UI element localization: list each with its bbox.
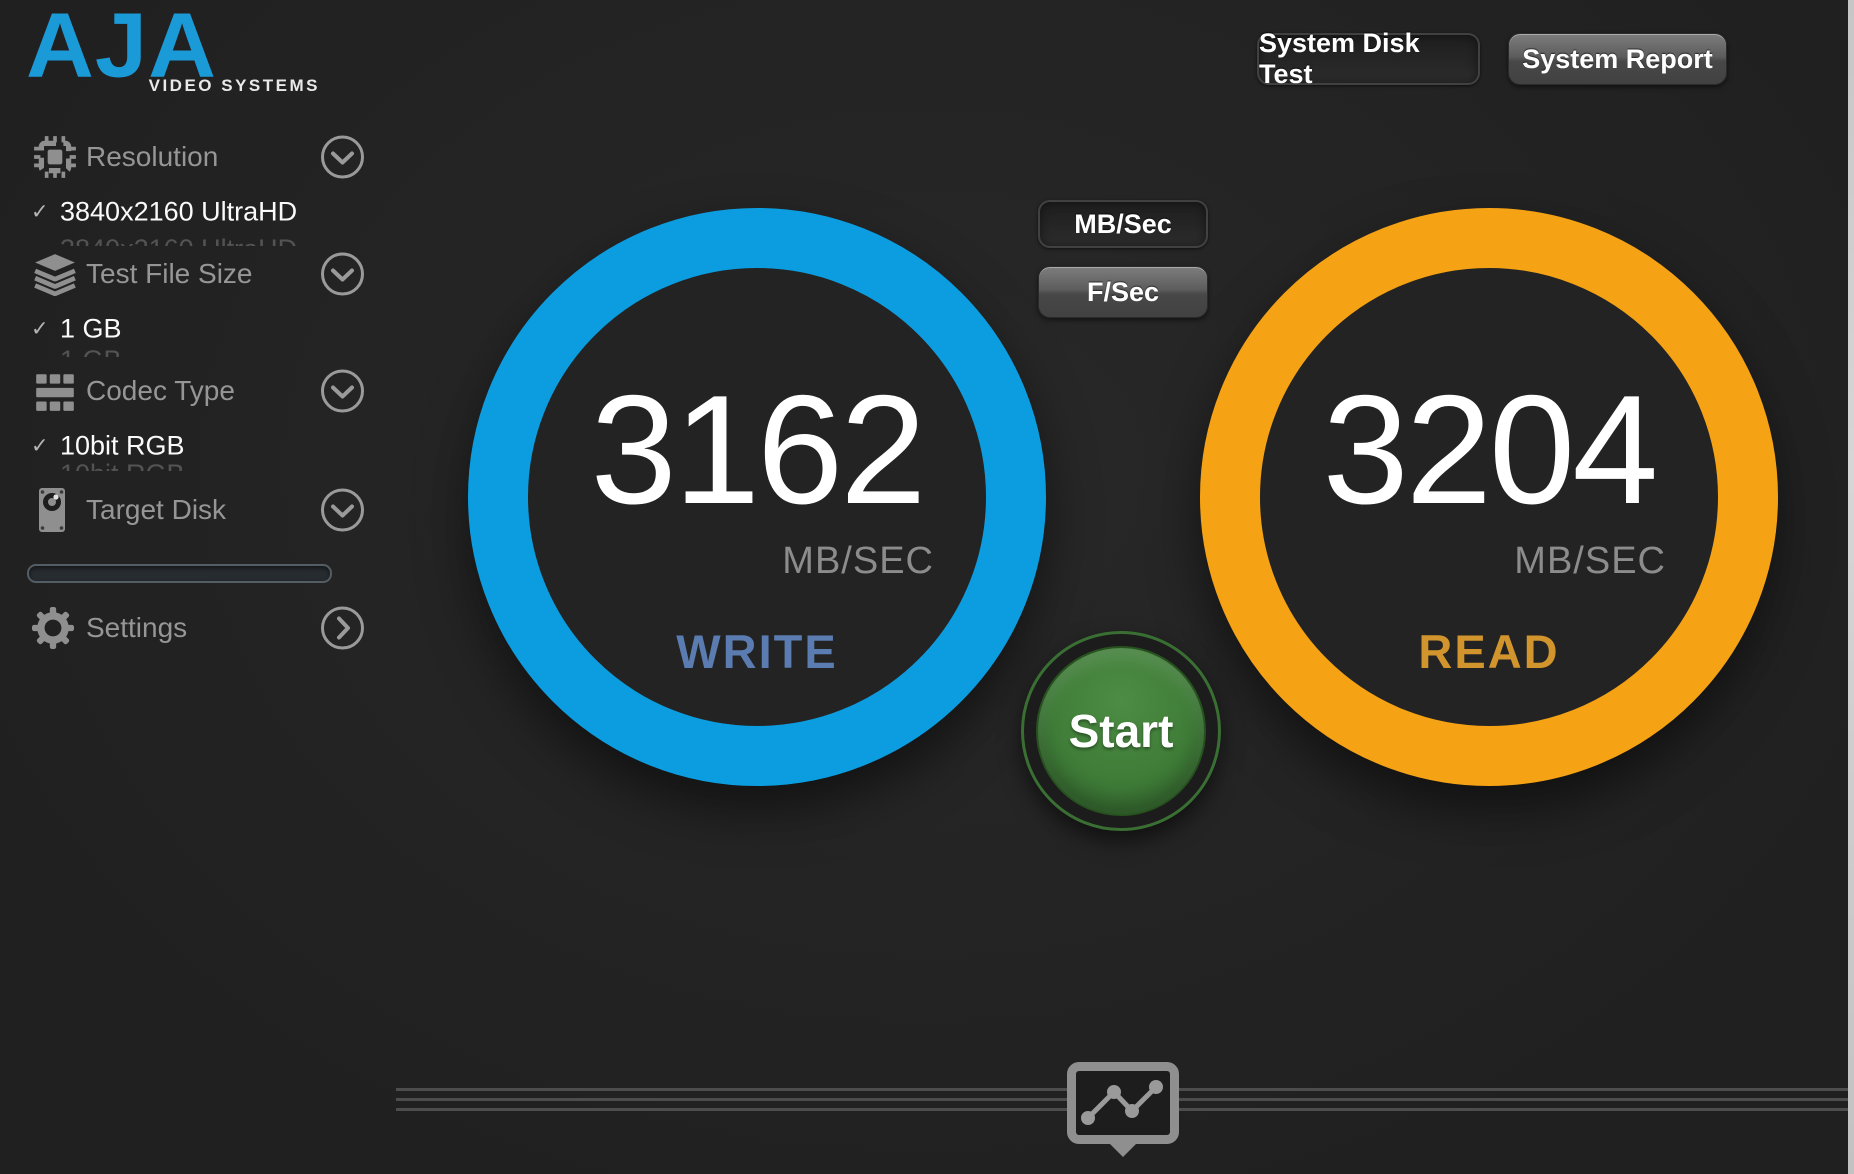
start-button-label: Start	[1068, 705, 1174, 757]
chip-icon	[34, 136, 76, 178]
gear-icon	[32, 607, 74, 649]
write-speed-unit: MB/SEC	[782, 540, 934, 582]
mb-sec-label: MB/Sec	[1074, 208, 1172, 239]
write-speed-value: 3162	[590, 363, 927, 536]
chevron-down-icon[interactable]	[320, 369, 365, 414]
chart-button-pointer	[1108, 1142, 1138, 1157]
write-gauge-label: WRITE	[676, 625, 838, 678]
chevron-down-icon[interactable]	[320, 135, 365, 180]
background-window-edge	[1848, 0, 1854, 1174]
read-speed-unit: MB/SEC	[1514, 540, 1666, 582]
read-speed-value: 3204	[1322, 363, 1659, 536]
system-disk-test-label: System Disk Test	[1259, 28, 1420, 89]
aja-logo-tagline: VIDEO SYSTEMS	[148, 76, 320, 95]
sidebar-section-label: Resolution	[86, 141, 219, 172]
sidebar-section-codec-type[interactable]: Codec Type	[0, 364, 380, 418]
check-icon: ✓	[31, 317, 49, 341]
system-report-button[interactable]: System Report	[1508, 33, 1727, 85]
write-speed-gauge: 3162 MB/SEC WRITE	[468, 208, 1046, 786]
aja-logo-text: AJA	[26, 0, 218, 96]
sidebar-section-label: Settings	[86, 612, 188, 643]
mb-sec-toggle-button[interactable]: MB/Sec	[1038, 200, 1208, 248]
check-icon: ✓	[31, 200, 49, 224]
layers-icon	[34, 254, 76, 297]
target-disk-progress-bar	[27, 564, 332, 583]
sidebar-section-settings[interactable]: Settings	[0, 601, 380, 655]
sidebar-section-label: Target Disk	[86, 494, 227, 525]
sidebar-option-resolution-selected[interactable]: ✓ 3840x2160 UltraHD	[0, 192, 340, 232]
hard-disk-icon	[39, 488, 65, 532]
start-button-face[interactable]: Start	[1036, 646, 1206, 816]
sidebar-option-label: 1 GB	[60, 313, 122, 344]
start-button[interactable]: Start	[1021, 631, 1221, 831]
f-sec-toggle-button[interactable]: F/Sec	[1038, 266, 1208, 318]
chevron-right-icon[interactable]	[320, 606, 365, 651]
sidebar-section-label: Codec Type	[86, 375, 235, 406]
system-report-label: System Report	[1522, 43, 1713, 74]
sidebar-option-fading: 3840x2160 UltraHD	[60, 236, 330, 246]
f-sec-label: F/Sec	[1086, 276, 1160, 307]
aja-logo: AJA VIDEO SYSTEMS	[0, 0, 330, 110]
chevron-down-icon[interactable]	[320, 252, 365, 297]
sidebar-option-label: 3840x2160 UltraHD	[60, 196, 298, 227]
chevron-down-icon[interactable]	[320, 488, 365, 533]
system-disk-test-button[interactable]: System Disk Test	[1257, 28, 1480, 89]
sidebar-option-filesize-selected[interactable]: ✓ 1 GB	[0, 309, 340, 349]
performance-chart-button[interactable]	[1067, 1062, 1179, 1157]
sidebar-section-target-disk[interactable]: Target Disk	[0, 483, 380, 537]
check-icon: ✓	[31, 434, 49, 458]
read-speed-gauge: 3204 MB/SEC READ	[1200, 208, 1778, 786]
read-gauge-label: READ	[1418, 625, 1560, 678]
sidebar-section-label: Test File Size	[86, 258, 253, 289]
line-chart-icon	[1081, 1080, 1163, 1125]
sidebar-section-test-file-size[interactable]: Test File Size	[0, 247, 380, 301]
sidebar-option-label: 10bit RGB	[60, 430, 185, 461]
codec-grid-icon	[36, 374, 74, 411]
sidebar-option-codec-selected[interactable]: ✓ 10bit RGB	[0, 426, 340, 466]
sidebar-section-resolution[interactable]: Resolution	[0, 130, 380, 184]
